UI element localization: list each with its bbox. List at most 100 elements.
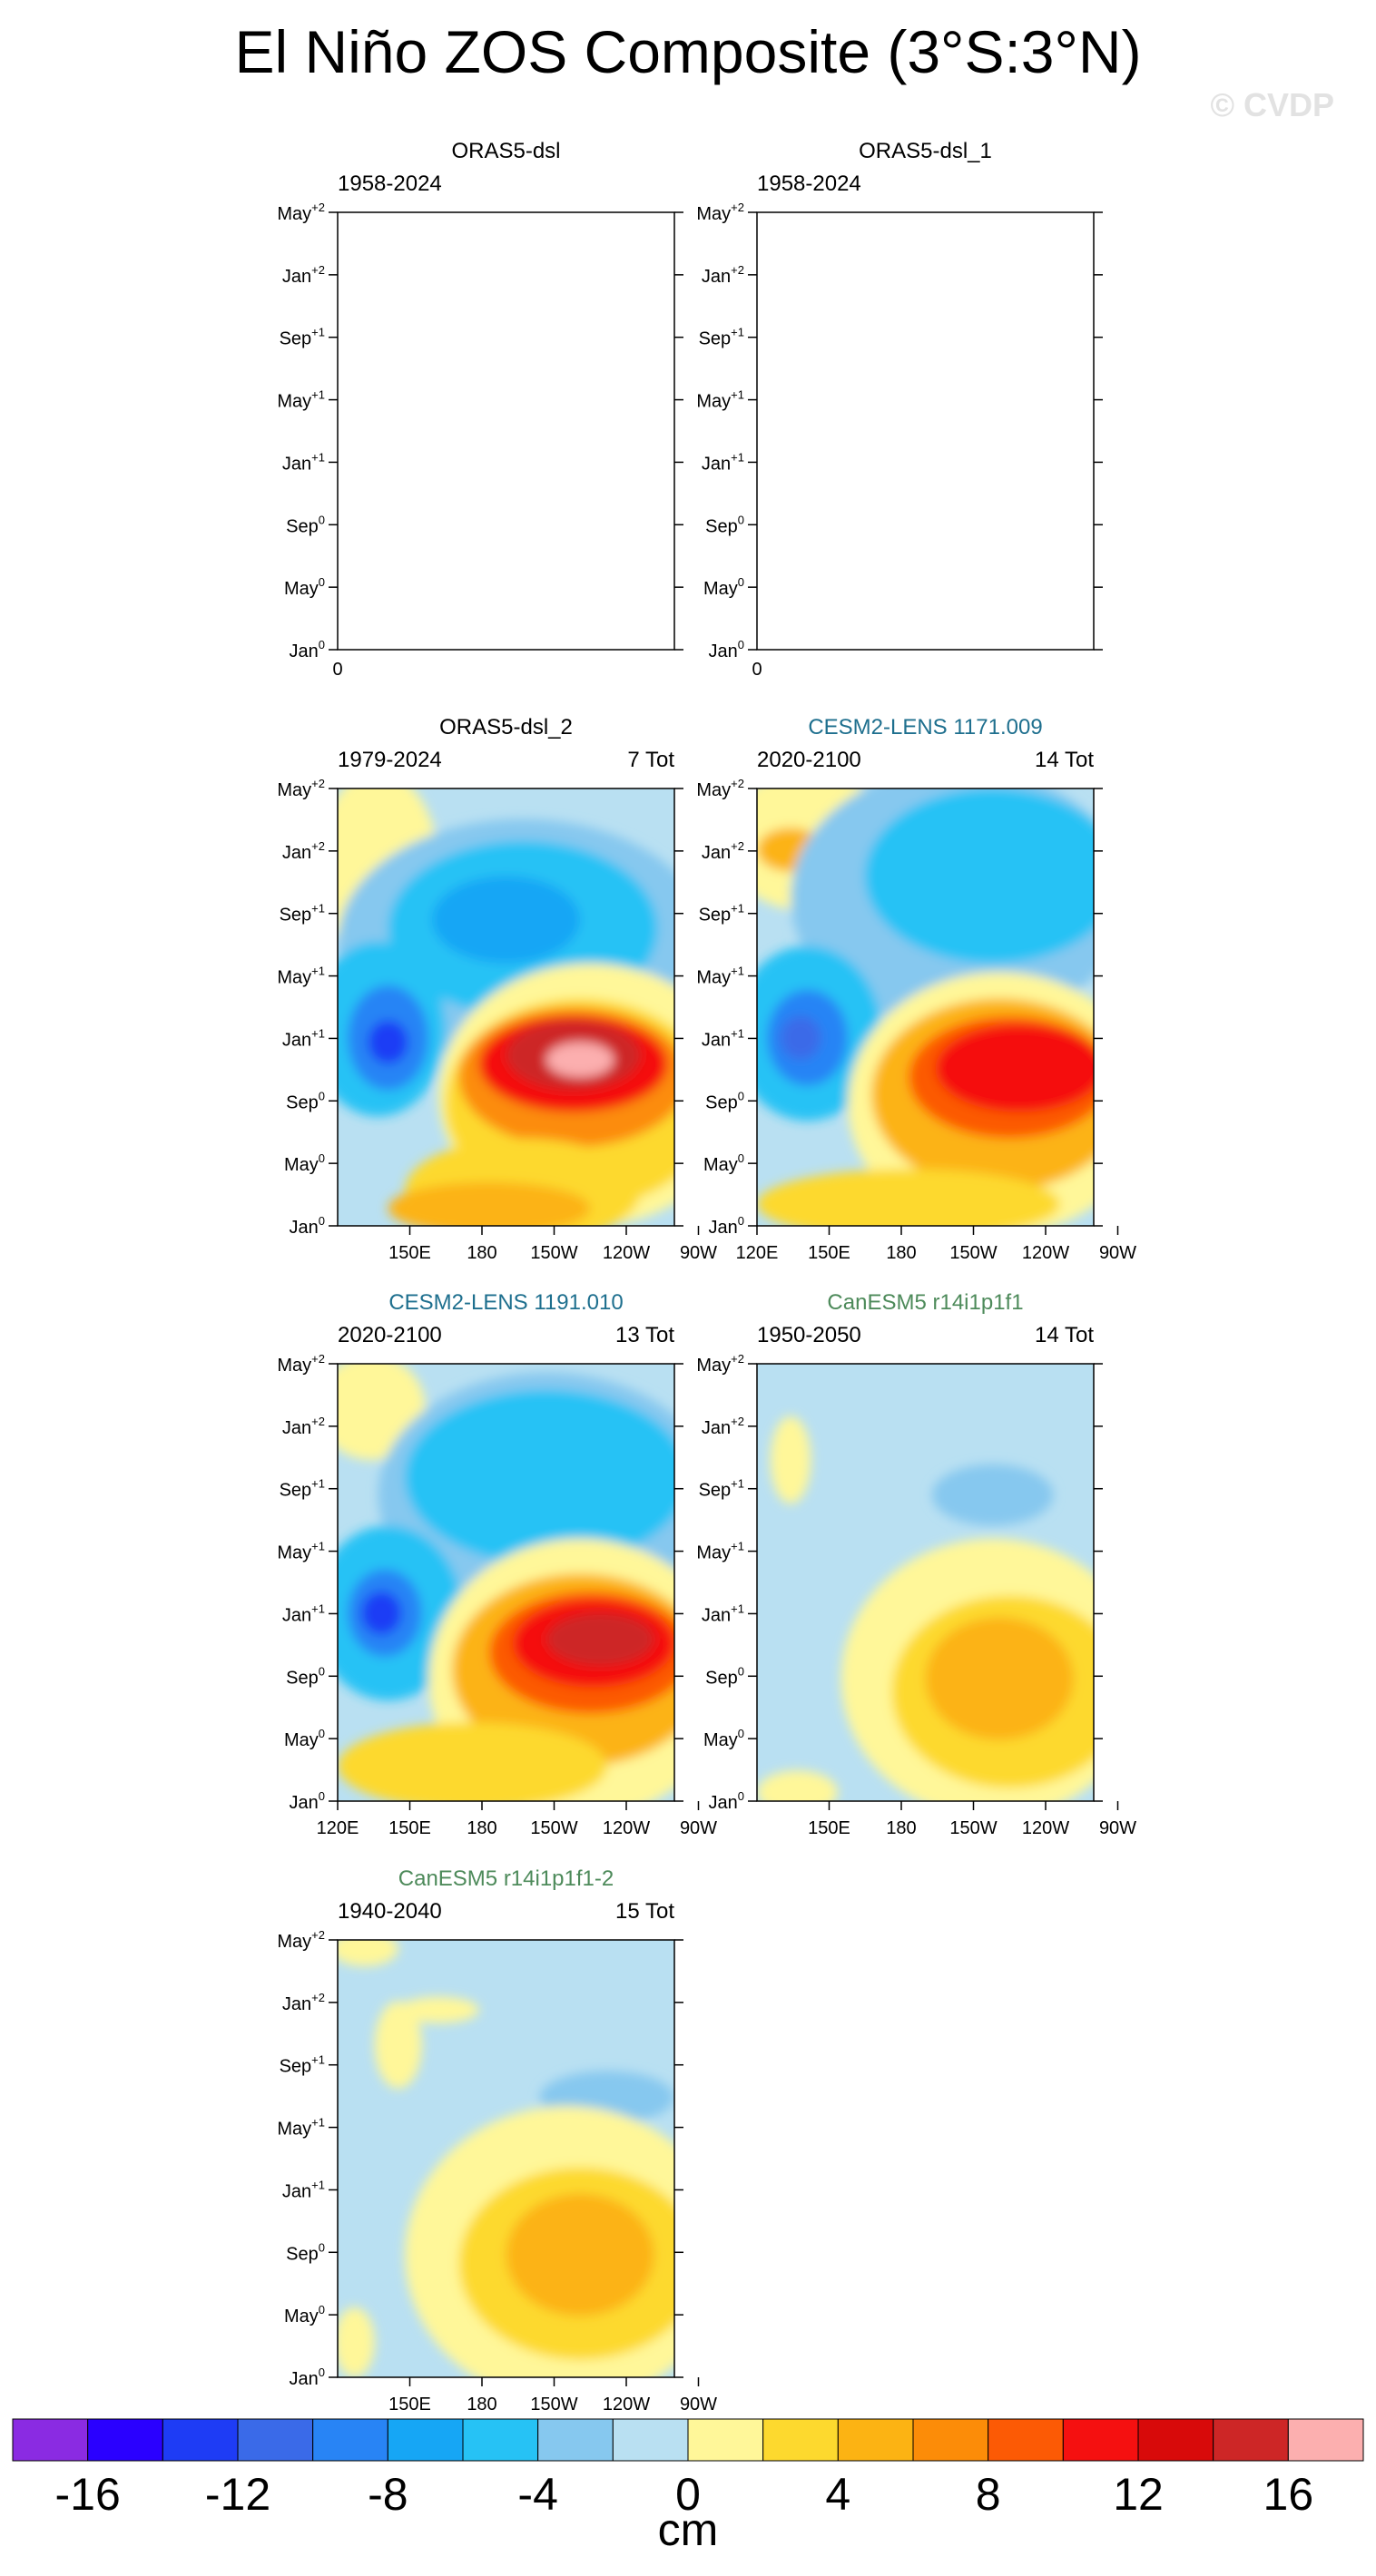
panel-field — [757, 788, 1094, 1226]
y-tick-label: May0 — [284, 1151, 325, 1175]
y-tick-label: Jan+2 — [282, 263, 325, 287]
x-tick-label: 150E — [388, 2395, 431, 2414]
y-tick-label: Sep0 — [705, 1089, 744, 1112]
contour-region — [506, 2193, 654, 2316]
y-tick-label: May+1 — [277, 965, 325, 988]
panel-title: ORAS5-dsl — [451, 139, 560, 163]
x-tick-label: 180 — [886, 1243, 916, 1263]
y-tick-label: Jan+1 — [702, 1026, 744, 1050]
y-tick-label: May+1 — [277, 1540, 325, 1563]
colorbar-label: 12 — [1113, 2469, 1164, 2520]
panel-event-count: 7 Tot — [627, 748, 674, 772]
colorbar-swatch — [837, 2418, 914, 2462]
y-tick-label: May+2 — [277, 1928, 325, 1952]
y-tick-label: May0 — [284, 575, 325, 599]
x-tick-label: 120W — [603, 1243, 650, 1263]
contour-region — [405, 1389, 674, 1565]
colorbar-label: -4 — [517, 2469, 557, 2520]
x-tick-label: 180 — [886, 1818, 916, 1838]
panel-p5: CESM2-LENS 1191.010 2020-2100 13 Tot Jan0 Ma… — [277, 1290, 717, 1838]
y-tick-label: Sep+1 — [699, 1477, 744, 1501]
watermark: © CVDP — [1210, 86, 1334, 123]
y-tick-label: Jan0 — [709, 638, 744, 661]
x-tick-label: 90W — [1099, 1243, 1136, 1263]
figure-title: El Niño ZOS Composite (3°S:3°N) — [234, 18, 1141, 85]
y-tick-label: Jan+2 — [702, 839, 744, 863]
colorbar-swatch — [1287, 2418, 1364, 2462]
x-tick-label: 90W — [1099, 1818, 1136, 1838]
panel-frame — [337, 211, 675, 651]
panel-frame — [337, 1363, 675, 1802]
x-tick-label: 0 — [752, 660, 762, 680]
y-tick-label: May+2 — [277, 201, 325, 224]
x-tick-label: 120W — [1022, 1243, 1069, 1263]
panel-years: 1979-2024 — [338, 748, 442, 772]
panel-years: 1950-2050 — [757, 1323, 861, 1347]
y-tick-label: Jan+1 — [702, 1601, 744, 1625]
panel-years: 2020-2100 — [757, 748, 861, 772]
panel-title: CESM2-LENS 1171.009 — [808, 715, 1042, 739]
contour-region — [360, 1591, 402, 1635]
y-tick-label: May0 — [703, 575, 744, 599]
colorbar-swatch — [162, 2418, 239, 2462]
y-tick-label: Sep+1 — [699, 326, 744, 349]
y-tick-label: Jan+2 — [702, 1415, 744, 1438]
x-tick-label: 150E — [808, 1818, 850, 1838]
contour-region — [338, 2307, 375, 2377]
contour-region — [546, 1042, 614, 1078]
x-tick-label: 180 — [467, 1818, 496, 1838]
panel-p1: ORAS5-dsl 1958-2024 Jan0 May0 Sep0 Jan+1 May+1… — [277, 139, 683, 680]
colorbar-swatch — [237, 2418, 314, 2462]
x-tick-label: 0 — [332, 660, 342, 680]
y-tick-label: Sep0 — [705, 513, 744, 536]
contour-region — [935, 1024, 1094, 1112]
colorbar-swatch — [612, 2418, 689, 2462]
y-tick-label: May0 — [284, 2303, 325, 2326]
x-tick-label: 90W — [680, 1818, 717, 1838]
y-tick-label: May+1 — [277, 2116, 325, 2140]
colorbar-swatch — [912, 2418, 989, 2462]
y-tick-label: Jan0 — [290, 2365, 325, 2389]
panel-title: ORAS5-dsl_2 — [439, 715, 573, 739]
y-tick-label: May+2 — [277, 777, 325, 800]
x-tick-label: 150W — [949, 1818, 997, 1838]
y-tick-label: Jan+1 — [282, 1026, 325, 1050]
y-tick-label: Jan+2 — [282, 1991, 325, 2014]
contour-region — [757, 1169, 1060, 1226]
y-tick-label: May0 — [284, 1727, 325, 1750]
contour-region — [398, 1996, 479, 2023]
colorbar: -16 -12 -8 -4 0 4 8 12 16 — [12, 2418, 1364, 2520]
panel-field — [757, 1364, 1094, 1801]
y-tick-label: Sep+1 — [699, 902, 744, 926]
panel-title: CanESM5 r14i1p1f1 — [827, 1290, 1023, 1315]
x-tick-label: 150W — [530, 2395, 577, 2414]
panel-frame — [756, 1363, 1095, 1802]
x-tick-label: 150E — [388, 1818, 431, 1838]
panel-event-count: 14 Tot — [1035, 1323, 1094, 1347]
x-tick-label: 150E — [808, 1243, 850, 1263]
colorbar-swatch — [687, 2418, 764, 2462]
x-tick-label: 90W — [680, 1243, 717, 1263]
colorbar-swatch — [312, 2418, 388, 2462]
panel-field — [338, 788, 674, 1226]
y-tick-label: May+1 — [696, 1540, 744, 1563]
y-tick-label: May+2 — [696, 1352, 744, 1376]
y-tick-label: Jan+2 — [702, 263, 744, 287]
panel-frame — [337, 1939, 675, 2378]
colorbar-swatch — [1137, 2418, 1214, 2462]
colorbar-swatch — [537, 2418, 614, 2462]
panel-event-count: 15 Tot — [615, 1899, 674, 1924]
colorbar-label: -8 — [368, 2469, 408, 2520]
y-tick-label: Jan+1 — [282, 2178, 325, 2201]
panel-field — [338, 1940, 674, 2377]
colorbar-label: 8 — [976, 2469, 1001, 2520]
contour-region — [931, 1464, 1054, 1526]
contour-region — [757, 1770, 839, 1801]
x-tick-label: 120W — [1022, 1818, 1069, 1838]
y-tick-label: Jan+1 — [282, 1601, 325, 1625]
panel-p2: ORAS5-dsl_1 1958-2024 Jan0 May0 Sep0 Jan+1 May… — [696, 139, 1103, 680]
panel-title: ORAS5-dsl_1 — [859, 139, 992, 163]
colorbar-swatch — [762, 2418, 839, 2462]
contour-region — [431, 876, 581, 964]
